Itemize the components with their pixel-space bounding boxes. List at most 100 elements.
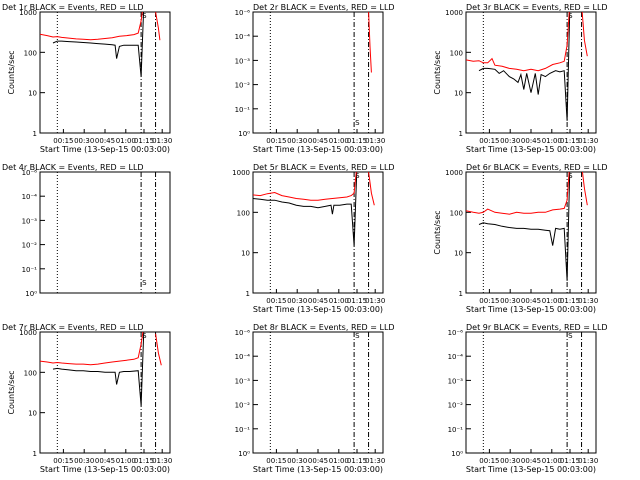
- y-tick-label: 10⁻²: [448, 402, 464, 410]
- panel-title: Det 9r BLACK = Events, RED = LLD: [466, 323, 608, 332]
- y-tick-label: 100: [237, 209, 250, 217]
- x-tick-label: 01:30: [365, 297, 385, 305]
- y-tick-label: 10: [454, 90, 463, 98]
- y-tick-label: 10⁻¹: [448, 426, 464, 434]
- x-tick-label: 01:30: [365, 137, 385, 145]
- x-tick-label: 00:15: [479, 297, 499, 305]
- x-axis-label: Start Time (13-Sep-15 00:03:00): [253, 145, 383, 154]
- plot-frame: [465, 331, 597, 454]
- y-tick-label: 10⁻⁴: [235, 353, 251, 361]
- x-tick-label: 01:30: [152, 137, 172, 145]
- panel-title: Det 7r BLACK = Events, RED = LLD: [2, 323, 144, 332]
- y-tick-label: 10: [28, 90, 37, 98]
- y-tick-label: 10⁰: [238, 450, 250, 458]
- x-tick-label: 01:15: [560, 137, 580, 145]
- panel-title: Det 8r BLACK = Events, RED = LLD: [253, 323, 395, 332]
- x-axis-label: Start Time (13-Sep-15 00:03:00): [466, 305, 596, 314]
- x-axis-label: Start Time (13-Sep-15 00:03:00): [466, 465, 596, 474]
- x-axis-label: Start Time (13-Sep-15 00:03:00): [466, 145, 596, 154]
- x-tick-label: 00:15: [53, 457, 73, 465]
- plot-frame: [39, 171, 171, 294]
- plot-frame: [252, 331, 384, 454]
- x-axis-label: Start Time (13-Sep-15 00:03:00): [253, 305, 383, 314]
- x-tick-label: 00:15: [266, 297, 286, 305]
- x-axis-label: Start Time (13-Sep-15 00:03:00): [40, 465, 170, 474]
- x-tick-label: 01:15: [134, 137, 154, 145]
- x-tick-label: 00:30: [500, 297, 520, 305]
- y-tick-label: 10⁻³: [235, 377, 251, 385]
- cursor-label: S: [142, 12, 147, 20]
- lld-tail-line: [581, 12, 588, 57]
- x-tick-label: 01:00: [116, 457, 136, 465]
- y-tick-label: 100: [450, 49, 463, 57]
- y-tick-label: 10⁰: [451, 450, 463, 458]
- lld-tail-line: [581, 172, 588, 206]
- x-tick-label: 01:30: [578, 297, 598, 305]
- panel-title: Det 2r BLACK = Events, RED = LLD: [253, 3, 395, 12]
- panel-title: Det 1r BLACK = Events, RED = LLD: [2, 3, 144, 12]
- lld-tail-line: [155, 333, 162, 366]
- events-series-line: [478, 12, 571, 121]
- x-tick-label: 01:00: [116, 137, 136, 145]
- lld-series-line: [253, 172, 357, 201]
- plot-frame: [39, 11, 171, 134]
- y-tick-label: 100: [450, 209, 463, 217]
- lld-tail-line: [368, 172, 375, 206]
- cursor-label: S: [355, 332, 360, 340]
- y-tick-label: 1: [459, 130, 463, 138]
- x-tick-label: 01:30: [152, 457, 172, 465]
- y-axis-label: Counts/sec: [433, 50, 442, 94]
- panel-det4: Det 4r BLACK = Events, RED = LLD 10⁰ 10⁻¹ 1…: [2, 163, 171, 298]
- panel-det9: Det 9r BLACK = Events, RED = LLD 10⁰ 10⁻¹ 1…: [448, 323, 608, 474]
- x-tick-label: 01:15: [347, 137, 367, 145]
- cursor-label: S: [355, 172, 360, 180]
- y-tick-label: 10⁰: [25, 290, 37, 298]
- y-tick-label: 10⁻⁴: [235, 33, 251, 41]
- y-axis-label: Counts/sec: [433, 210, 442, 254]
- x-tick-label: 01:00: [542, 457, 562, 465]
- events-series-line: [52, 332, 145, 406]
- x-tick-label: 00:45: [521, 137, 541, 145]
- y-tick-label: 100: [24, 49, 37, 57]
- x-tick-label: 01:15: [560, 297, 580, 305]
- x-tick-label: 00:30: [500, 457, 520, 465]
- panel-det6: Det 6r BLACK = Events, RED = LLD 1 10 100 10…: [433, 163, 608, 314]
- y-tick-label: 1000: [19, 329, 37, 337]
- panel-det1: Det 1r BLACK = Events, RED = LLD 1 10 100 10…: [2, 3, 172, 154]
- y-tick-label: 1: [33, 450, 37, 458]
- cursor-label: S: [568, 172, 573, 180]
- x-tick-label: 00:30: [287, 297, 307, 305]
- x-tick-label: 01:00: [329, 457, 349, 465]
- y-tick-label: 10⁻⁶: [235, 9, 251, 17]
- x-tick-label: 00:30: [500, 137, 520, 145]
- x-tick-label: 01:30: [365, 457, 385, 465]
- x-tick-label: 00:15: [266, 457, 286, 465]
- y-tick-label: 10⁻⁴: [448, 353, 464, 361]
- x-tick-label: 00:45: [308, 457, 328, 465]
- cursor-label: S: [568, 332, 573, 340]
- plot-frame: [465, 171, 597, 294]
- y-tick-label: 10: [454, 250, 463, 258]
- panel-title: Det 4r BLACK = Events, RED = LLD: [2, 163, 144, 172]
- panel-det8: Det 8r BLACK = Events, RED = LLD 10⁰ 10⁻¹ 1…: [235, 323, 395, 474]
- x-tick-label: 00:30: [287, 457, 307, 465]
- plot-frame: [39, 331, 171, 454]
- x-tick-label: 01:15: [560, 457, 580, 465]
- x-tick-label: 00:15: [266, 137, 286, 145]
- y-tick-label: 10⁻³: [22, 217, 38, 225]
- x-tick-label: 00:30: [287, 137, 307, 145]
- cursor-label: S: [142, 279, 147, 287]
- y-tick-label: 10⁻³: [235, 57, 251, 65]
- x-tick-label: 01:30: [578, 137, 598, 145]
- x-tick-label: 00:45: [308, 137, 328, 145]
- y-axis-label: Counts/sec: [7, 50, 16, 94]
- panel-det2: Det 2r BLACK = Events, RED = LLD 10⁰ 10⁻¹ 1…: [235, 3, 395, 154]
- events-series-line: [253, 172, 358, 246]
- x-tick-label: 01:00: [329, 297, 349, 305]
- y-tick-label: 10⁻³: [448, 377, 464, 385]
- cursor-label: S: [142, 332, 147, 340]
- lld-tail-line: [155, 12, 161, 41]
- x-tick-label: 00:45: [95, 457, 115, 465]
- x-tick-label: 01:30: [578, 457, 598, 465]
